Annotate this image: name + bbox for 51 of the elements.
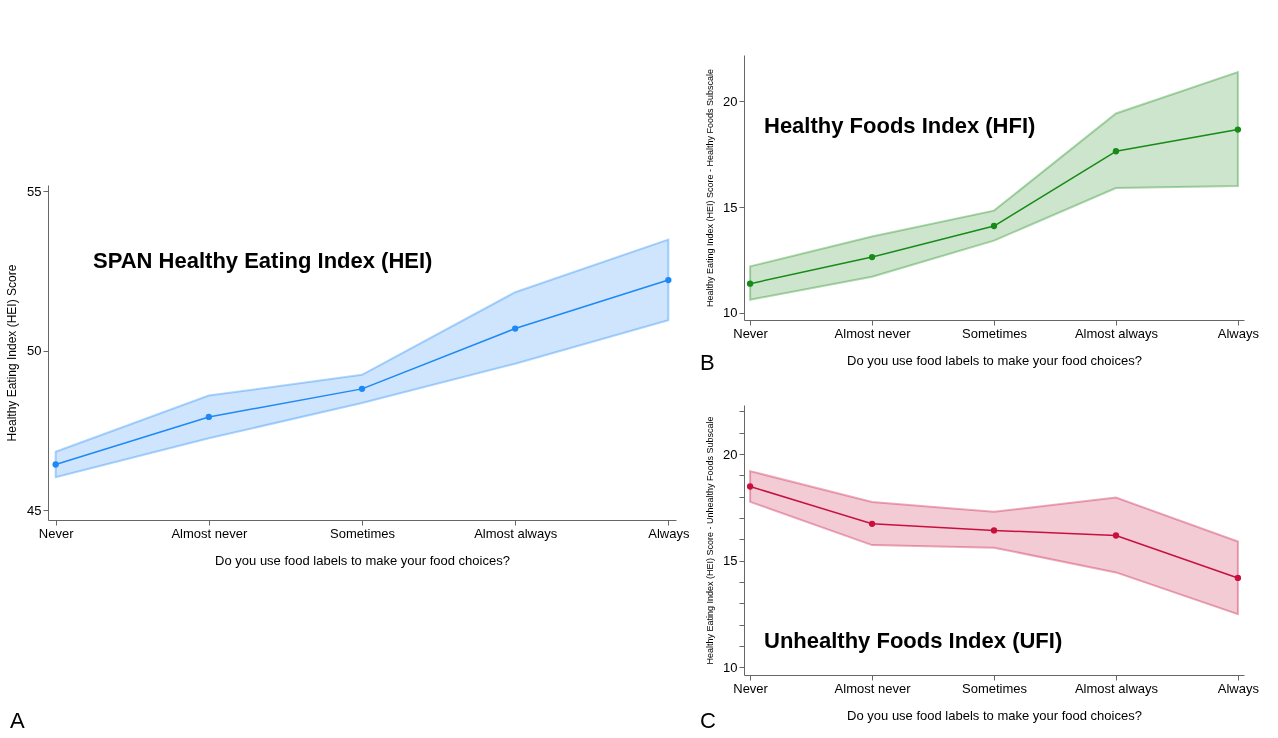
x-axis-title: Do you use food labels to make your food choices? (847, 707, 1142, 723)
x-tick-label: Almost always (1074, 325, 1159, 341)
y-axis-title: Healthy Eating Index (HEI) Score - Unhealthy Foods Subscale (705, 416, 716, 665)
x-tick-label: Sometimes (329, 525, 396, 541)
x-tick-label: Almost never (171, 525, 248, 541)
text: C (700, 708, 716, 734)
x-tick-label: Sometimes (961, 680, 1028, 696)
point (1234, 574, 1242, 582)
y-tick-label: 10 (723, 305, 738, 321)
x-tick-label: Almost always (474, 525, 558, 541)
x-axis-title: Do you use food labels to make your food choices? (215, 552, 510, 568)
text: B (700, 350, 715, 376)
y-tick-label: 20 (723, 446, 738, 462)
point (665, 276, 672, 284)
x-axis-title: Do you use food labels to make your food choices? (847, 352, 1142, 368)
point (52, 461, 59, 468)
point (868, 520, 876, 527)
point (358, 385, 366, 393)
point (746, 483, 754, 490)
text: Healthy Foods Index (HFI) (764, 113, 1036, 138)
y-tick-label: 50 (27, 343, 42, 359)
x-tick-label: Never (733, 325, 769, 341)
point (990, 222, 998, 230)
point (990, 527, 998, 534)
y-tick-label: 20 (723, 93, 738, 109)
x-tick-label: Sometimes (961, 325, 1028, 341)
point (746, 280, 754, 287)
text: SPAN Healthy Eating Index (HEI) (93, 248, 433, 273)
y-axis-title: Healthy Eating Index (HEI) Score (5, 264, 20, 442)
y-tick-label: 15 (723, 199, 738, 215)
y-tick-label: 15 (723, 553, 738, 569)
x-tick-label: Always (648, 525, 690, 541)
text: Unhealthy Foods Index (UFI) (764, 628, 1063, 653)
point (1112, 148, 1120, 155)
point (512, 325, 519, 332)
x-tick-label: Always (1217, 325, 1260, 341)
x-tick-label: Almost always (1074, 680, 1159, 696)
point (868, 253, 876, 261)
point (1112, 532, 1120, 539)
x-tick-label: Never (733, 680, 769, 696)
y-tick-label: 10 (723, 659, 738, 675)
y-tick-label: 55 (27, 183, 42, 199)
x-tick-label: Never (38, 525, 75, 541)
y-axis-title: Healthy Eating Index (HEI) Score - Healthy Foods Subscale (705, 68, 716, 308)
point (1234, 126, 1242, 133)
text: A (10, 708, 25, 734)
y-tick-label: 45 (27, 502, 42, 518)
x-tick-label: Almost never (834, 325, 912, 341)
x-tick-label: Almost never (834, 680, 912, 696)
point (205, 413, 212, 421)
x-tick-label: Always (1217, 680, 1260, 696)
